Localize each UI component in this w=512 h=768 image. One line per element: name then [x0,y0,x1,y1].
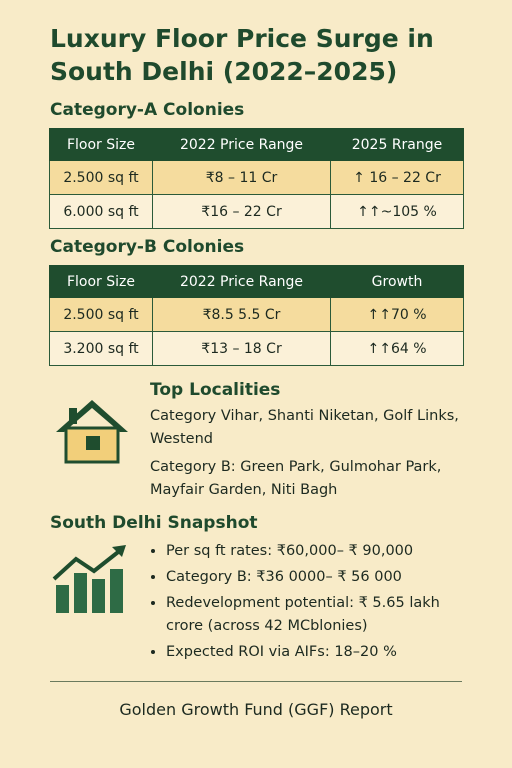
header-row: Floor Size 2022 Price Range Growth [49,265,464,298]
cell: ↑↑64 % [330,331,464,366]
cell: ↑↑~105 % [330,194,464,229]
cell: ₹8 – 11 Cr [152,160,331,195]
th: Floor Size [49,128,153,161]
cell: ↑ 16 – 22 Cr [330,160,464,195]
bullet: Expected ROI via AIFs: 18–20 % [166,641,481,664]
cell: ₹8.5 5.5 Cr [152,297,331,332]
cell: ₹16 – 22 Cr [152,194,331,229]
footer: Golden Growth Fund (GGF) Report [119,700,393,719]
th: 2022 Price Range [152,265,331,298]
th: 2022 Price Range [152,128,331,161]
cell: 6.000 sq ft [49,194,153,229]
section-heading: Category-B Colonies [50,237,245,257]
cell: 2.500 sq ft [49,297,153,332]
row: 3.200 sq ft ₹13 – 18 Cr ↑↑64 % [49,331,464,366]
section-heading: Category-A Colonies [50,100,245,120]
header-row: Floor Size 2022 Price Range 2025 Rrange [49,128,464,161]
cell: ₹13 – 18 Cr [152,331,331,366]
th: Growth [330,265,464,298]
th: Floor Size [49,265,153,298]
growth-icon [52,545,126,613]
table: Floor Size 2022 Price Range Growth 2.500 s… [49,265,464,366]
th: 2025 Rrange [330,128,464,161]
snapshot-list: Per sq ft rates: ₹60,000– ₹ 90,000 Categ… [146,540,481,667]
row: 2.500 sq ft ₹8.5 5.5 Cr ↑↑70 % [49,297,464,332]
row: 2.500 sq ft ₹8 – 11 Cr ↑ 16 – 22 Cr [49,160,464,195]
house-icon [56,400,128,464]
section-heading: South Delhi Snapshot [50,513,258,533]
row: 6.000 sq ft ₹16 – 22 Cr ↑↑~105 % [49,194,464,229]
bullet: Redevelopment potential: ₹ 5.65 lakh cro… [166,592,481,638]
table: Floor Size 2022 Price Range 2025 Rrange 2.… [49,128,464,229]
cell: 3.200 sq ft [49,331,153,366]
locality-text: Category B: Green Park, Gulmohar Park, M… [150,459,442,498]
cell: 2.500 sq ft [49,160,153,195]
cell: ↑↑70 % [330,297,464,332]
bullet: Per sq ft rates: ₹60,000– ₹ 90,000 [166,540,481,563]
title: Luxury Floor Price Surge in South Delhi … [50,24,434,86]
bullet: Category B: ₹36 0000– ₹ 56 000 [166,566,481,589]
locality-text: Category Vihar, Shanti Niketan, Golf Lin… [150,408,459,447]
divider [50,681,462,682]
section-heading: Top Localities [150,380,281,400]
